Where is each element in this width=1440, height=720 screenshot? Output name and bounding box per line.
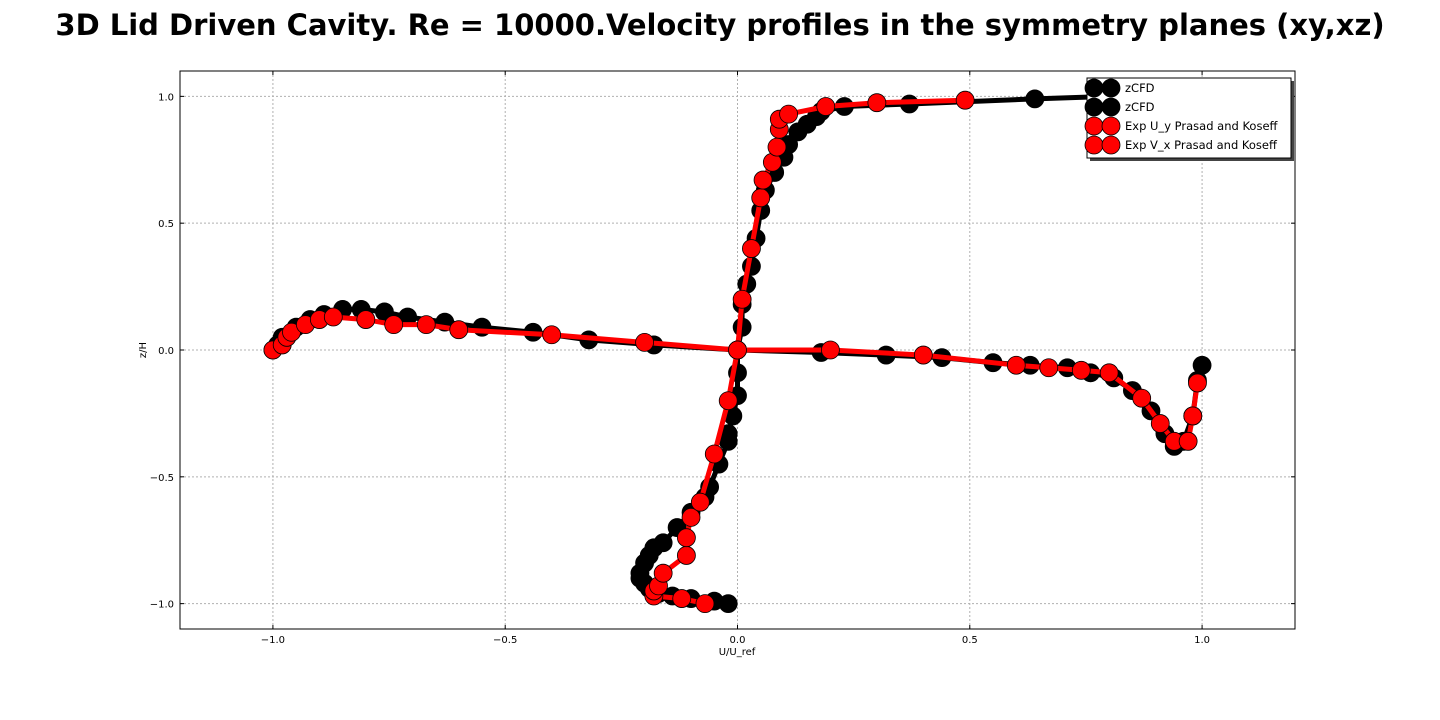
legend-label: zCFD (1125, 100, 1155, 114)
data-point (779, 104, 799, 124)
data-point (1071, 360, 1091, 380)
legend-label: Exp V_x Prasad and Koseff (1125, 138, 1278, 152)
data-point (676, 546, 696, 565)
y-axis-label: z/H (138, 342, 149, 358)
chart-title: 3D Lid Driven Cavity. Re = 10000.Velocit… (55, 8, 1385, 42)
data-point (653, 563, 673, 583)
data-point (955, 90, 975, 110)
data-point (635, 332, 654, 352)
legend-label: zCFD (1125, 81, 1155, 95)
data-point (676, 528, 696, 548)
data-point (681, 508, 701, 527)
data-point (542, 325, 562, 345)
data-point (1039, 358, 1059, 378)
x-tick-label: −0.5 (493, 635, 517, 646)
y-tick-label: 0.0 (158, 346, 174, 357)
legend-marker (1101, 116, 1121, 136)
data-point (704, 444, 724, 464)
tick-layer: −1.0 −0.5 0.0 0.5 1.0 1.0 0.5 0.0 −0.5 −1.0 (150, 71, 1295, 646)
series-3 (263, 307, 1207, 451)
data-point (1132, 388, 1152, 408)
legend: zCFD zCFD Exp U_y Prasad and Koseff Exp V_x… (1084, 77, 1294, 161)
data-point (1006, 355, 1026, 375)
data-point (1025, 89, 1045, 109)
y-tick-label: −1.0 (150, 600, 174, 611)
data-point (1188, 373, 1207, 393)
legend-marker (1101, 97, 1121, 117)
data-point (821, 340, 840, 360)
legend-marker (1084, 78, 1104, 98)
x-tick-label: 1.0 (1194, 635, 1210, 646)
data-point (672, 589, 692, 608)
data-point (449, 320, 469, 340)
data-point (913, 345, 933, 365)
data-point (767, 137, 787, 157)
x-axis-label: U/U_ref (719, 647, 756, 658)
data-point (1183, 406, 1203, 426)
data-point (695, 594, 715, 614)
data-point (753, 170, 773, 190)
legend-label: Exp U_y Prasad and Koseff (1125, 119, 1279, 133)
y-tick-label: −0.5 (150, 473, 174, 484)
data-point (384, 315, 404, 335)
legend-marker (1084, 97, 1104, 117)
y-tick-label: 0.5 (158, 219, 174, 230)
data-point (732, 289, 752, 309)
x-tick-label: 0.5 (962, 635, 978, 646)
data-point (751, 188, 771, 208)
legend-marker (1084, 135, 1104, 155)
data-point (742, 239, 761, 258)
data-point (653, 533, 673, 553)
data-point (867, 93, 887, 113)
legend-marker (1101, 135, 1121, 155)
legend-box (1086, 77, 1292, 159)
data-point (1099, 363, 1119, 383)
data-point (1192, 355, 1212, 375)
data-point (323, 307, 343, 327)
legend-entries: zCFD zCFD Exp U_y Prasad and Koseff Exp V_x… (1084, 78, 1279, 155)
data-point (1150, 414, 1170, 433)
data-point (690, 492, 710, 512)
x-tick-label: −1.0 (261, 635, 285, 646)
data-point (728, 340, 747, 360)
legend-marker (1084, 116, 1104, 136)
data-point (356, 310, 376, 329)
data-point (1178, 431, 1198, 451)
data-point (718, 391, 738, 411)
data-point (416, 315, 436, 335)
legend-marker (1101, 78, 1121, 98)
x-tick-label: 0.0 (730, 635, 746, 646)
data-point (816, 97, 836, 116)
y-tick-label: 1.0 (158, 92, 174, 103)
